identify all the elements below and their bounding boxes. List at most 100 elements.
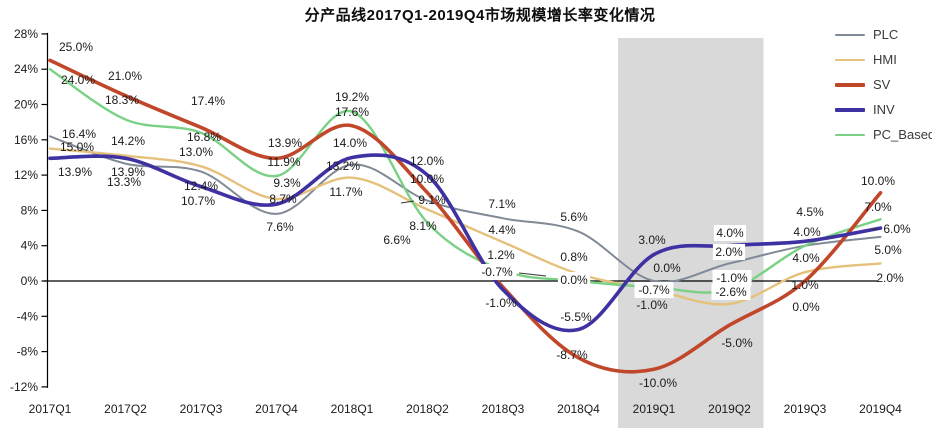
svg-text:4%: 4% [21, 239, 39, 253]
data-label-PC_Based: 1.2% [487, 248, 515, 262]
svg-text:-12%: -12% [10, 380, 38, 394]
legend-item-SV: SV [835, 72, 932, 97]
data-label-HMI: 11.7% [329, 185, 362, 199]
legend-item-PC_Based: PC_Based [835, 122, 932, 147]
data-label-SV: -8.7% [556, 348, 588, 362]
y-axis [41, 32, 49, 388]
data-label-HMI: 15.0% [60, 140, 94, 154]
y-tick-labels: 28% 24% 20% 16% 12% 8% 4% 0% -4% -8% -12% [10, 27, 38, 394]
data-label-PC_Based: 7.0% [864, 200, 892, 214]
svg-text:-8%: -8% [17, 345, 39, 359]
svg-text:2018Q1: 2018Q1 [331, 402, 374, 416]
data-label-INV: 13.9% [58, 165, 92, 179]
data-label-PC_Based: 18.3% [105, 93, 139, 107]
data-label-SV: 10.0% [861, 174, 895, 188]
svg-text:28%: 28% [14, 27, 38, 41]
data-label-INV: 4.0% [716, 226, 744, 240]
data-label-PC_Based: -1.0% [716, 271, 748, 285]
data-label-HMI: -1.0% [636, 298, 668, 312]
svg-text:20%: 20% [14, 98, 38, 112]
data-label-PLC: 2.0% [715, 245, 743, 259]
legend-label-HMI: HMI [873, 52, 897, 67]
data-label-SV: 17.4% [191, 94, 225, 108]
data-label-INV: 13.9% [111, 165, 145, 179]
svg-text:2017Q2: 2017Q2 [104, 402, 147, 416]
data-label-INV: 3.0% [638, 233, 666, 247]
data-label-SV: -10.0% [639, 376, 677, 390]
data-label-PC_Based: -0.7% [638, 283, 670, 297]
data-label-SV: 21.0% [108, 69, 142, 83]
svg-text:2019Q3: 2019Q3 [784, 402, 827, 416]
data-label-PC_Based: 4.0% [793, 225, 821, 239]
data-label-HMI: 1.0% [791, 278, 819, 292]
data-label-HMI: 9.3% [273, 176, 301, 190]
svg-text:2019Q1: 2019Q1 [633, 402, 676, 416]
data-label-PLC: 4.0% [792, 251, 820, 265]
svg-text:2017Q4: 2017Q4 [255, 402, 298, 416]
legend-swatch-PLC [835, 33, 865, 36]
svg-text:0%: 0% [21, 274, 39, 288]
svg-text:24%: 24% [14, 62, 38, 76]
x-tick-labels: 2017Q1 2017Q2 2017Q3 2017Q4 2018Q1 2018Q2 2018… [29, 402, 903, 416]
legend-label-INV: INV [873, 102, 895, 117]
data-label-PLC: 5.0% [874, 243, 902, 257]
chart-legend: PLC HMI SV INV PC_Based [835, 22, 932, 147]
svg-text:2018Q3: 2018Q3 [482, 402, 525, 416]
data-label-PLC: 16.4% [62, 127, 96, 141]
data-label-INV: 4.5% [796, 205, 824, 219]
legend-swatch-HMI [835, 58, 865, 61]
svg-text:2018Q2: 2018Q2 [406, 402, 449, 416]
data-label-SV: 0.0% [792, 300, 820, 314]
svg-text:12%: 12% [14, 168, 38, 182]
data-label-SV: -5.0% [721, 336, 753, 350]
data-label-PLC: 5.6% [560, 210, 588, 224]
series-line-SV [48, 58, 883, 374]
data-label-PLC: 7.1% [488, 197, 516, 211]
data-label-PC_Based: 24.0% [61, 73, 95, 87]
data-label-INV: -1.0% [485, 296, 517, 310]
data-label-PC_Based: 11.9% [267, 155, 300, 169]
data-label-HMI: 2.0% [876, 271, 904, 285]
data-label-PLC: 7.6% [266, 220, 294, 234]
legend-item-HMI: HMI [835, 47, 932, 72]
svg-text:2018Q4: 2018Q4 [557, 402, 600, 416]
chart-title: 分产品线2017Q1-2019Q4市场规模增长率变化情况 [304, 7, 656, 24]
data-label-INV: 14.0% [333, 136, 367, 150]
data-label-INV: 12.0% [410, 154, 444, 168]
data-label-INV: 8.7% [269, 192, 297, 206]
svg-text:2017Q3: 2017Q3 [180, 402, 223, 416]
svg-text:2019Q4: 2019Q4 [859, 402, 902, 416]
data-label-PLC: 13.3% [107, 175, 141, 189]
data-label-SV: 13.9% [268, 136, 302, 150]
legend-swatch-PC_Based [835, 133, 865, 136]
data-label-SV: 17.6% [335, 105, 369, 119]
legend-swatch-INV [835, 107, 865, 112]
data-label-INV: 6.0% [883, 222, 911, 236]
svg-text:2017Q1: 2017Q1 [29, 402, 72, 416]
data-label-PLC: 0.0% [653, 261, 681, 275]
data-label-HMI: 4.4% [488, 223, 516, 237]
legend-label-SV: SV [873, 77, 891, 92]
data-label-PLC: 12.4% [184, 179, 218, 193]
data-label-PLC: 13.2% [326, 159, 360, 173]
svg-text:16%: 16% [14, 133, 38, 147]
legend-label-PC_Based: PC_Based [873, 127, 932, 142]
data-label-PLC: 9.1% [418, 193, 446, 207]
data-label-INV: 10.7% [181, 194, 215, 208]
data-label-HMI: 14.2% [111, 134, 145, 148]
label-leader-lines [400, 200, 878, 277]
data-label-PC_Based: 0.0% [560, 273, 588, 287]
svg-text:2019Q2: 2019Q2 [708, 402, 751, 416]
legend-label-PLC: PLC [873, 27, 899, 42]
legend-item-PLC: PLC [835, 22, 932, 47]
svg-text:8%: 8% [21, 203, 39, 217]
data-label-HMI: -2.6% [715, 285, 747, 299]
data-label-SV: 10.0% [410, 172, 444, 186]
data-label-SV: 25.0% [59, 40, 93, 54]
legend-swatch-SV [835, 82, 865, 87]
data-label-PC_Based: 6.6% [383, 233, 411, 247]
svg-text:-4%: -4% [17, 309, 39, 323]
data-label-HMI: 0.8% [560, 250, 588, 264]
